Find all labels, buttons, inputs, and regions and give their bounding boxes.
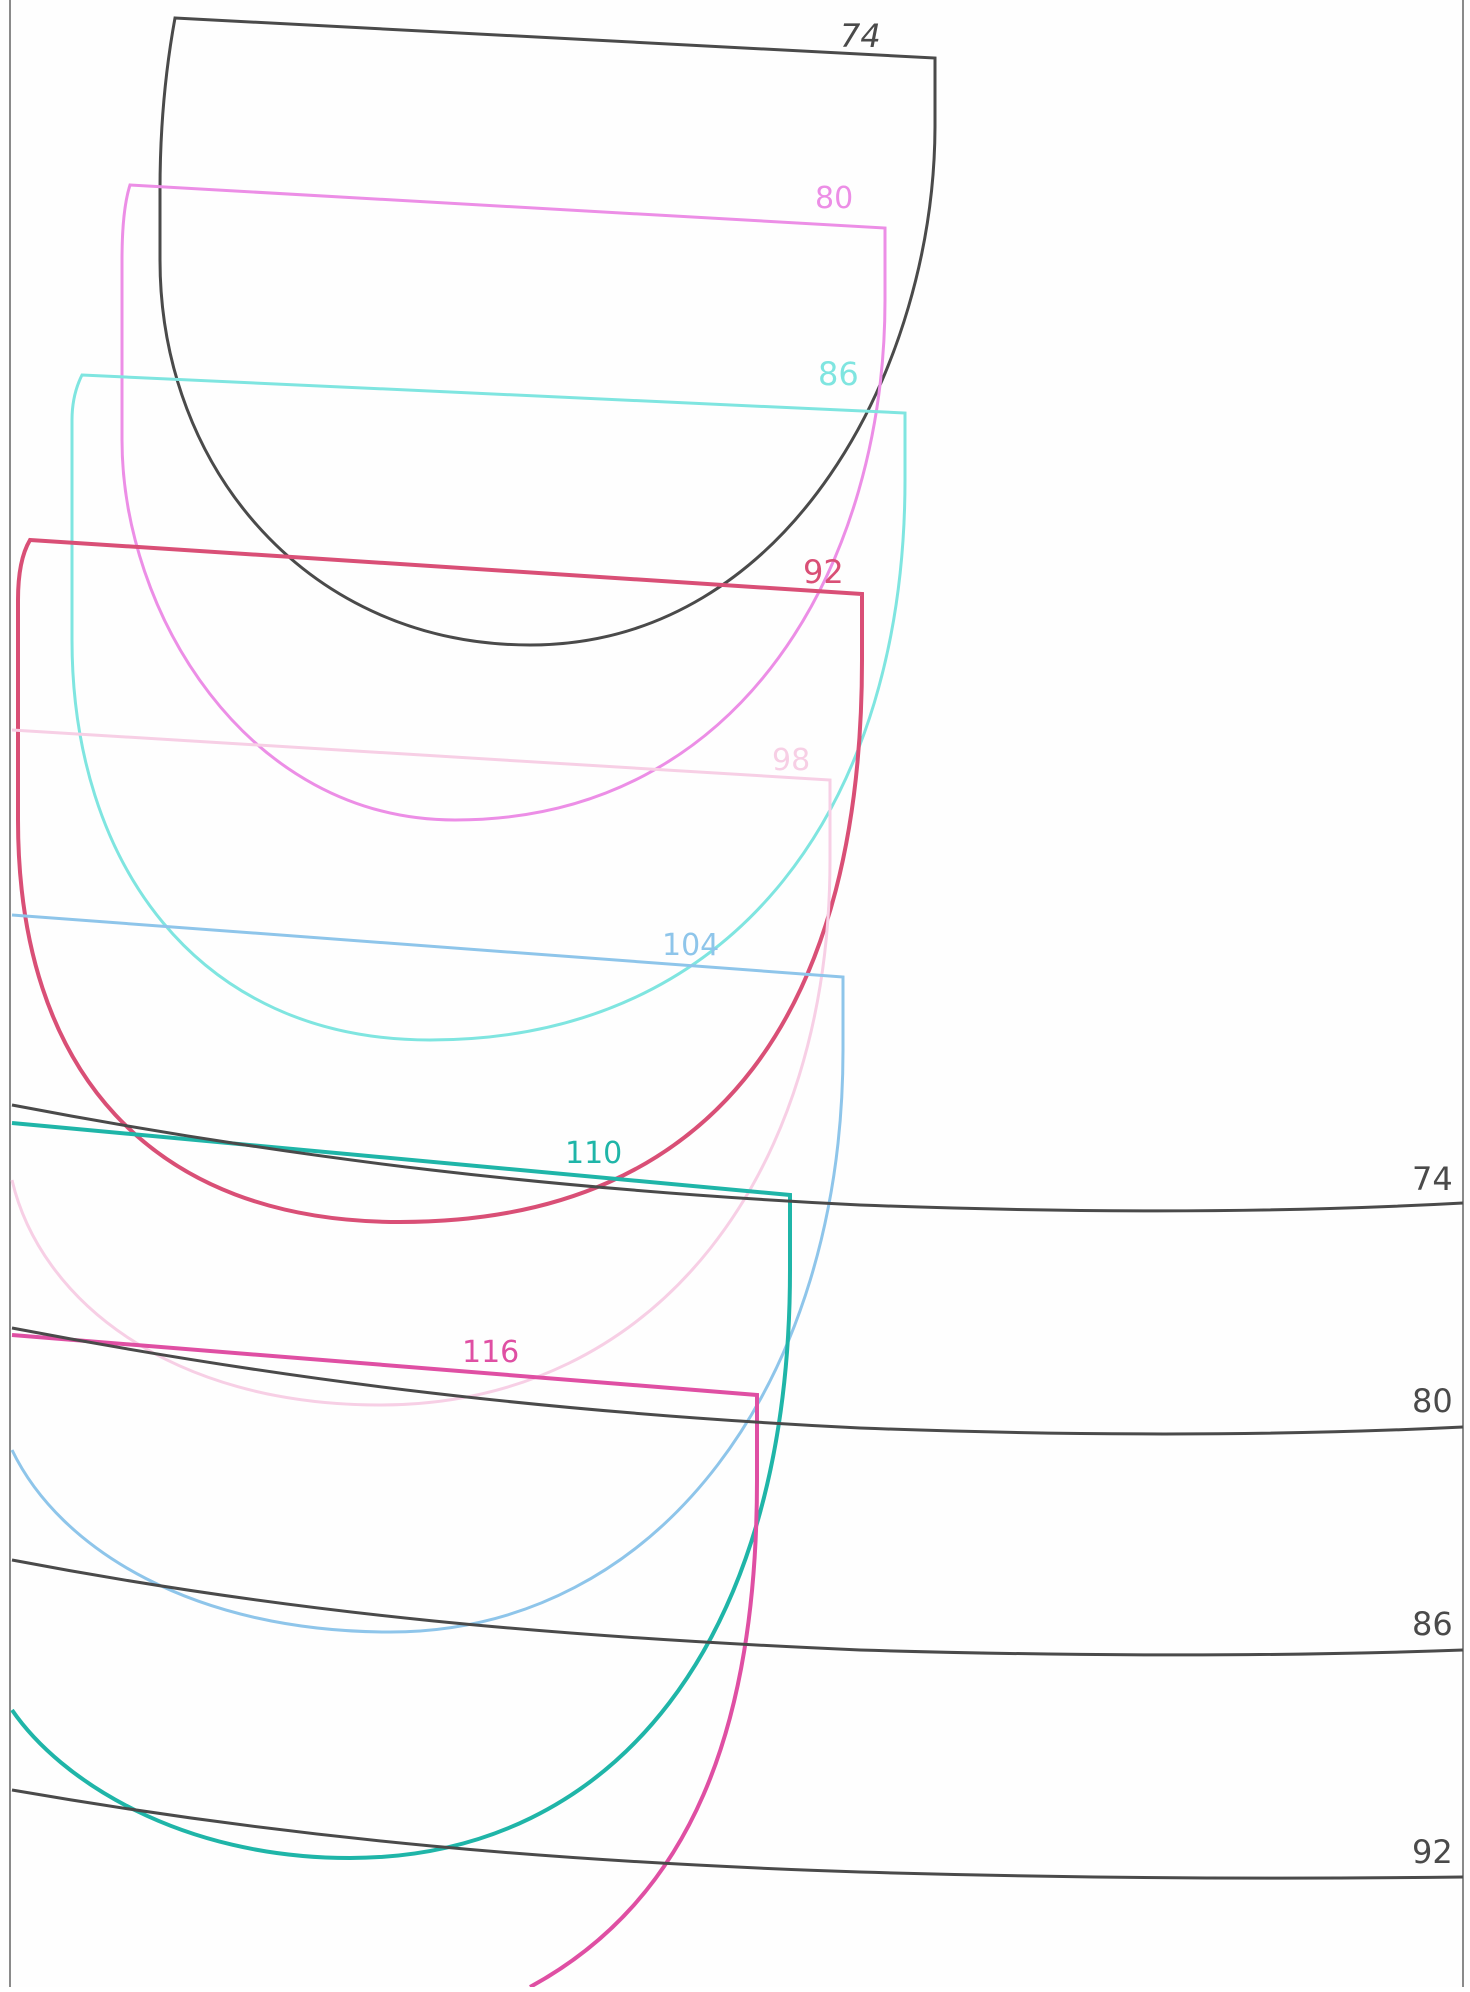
piece-label-110: 110: [565, 1136, 622, 1171]
pattern-piece-92: [16, 537, 864, 1225]
band-line-92: [11, 1788, 1464, 1880]
band-label-74: 74: [1412, 1160, 1453, 1198]
piece-label-86: 86: [818, 355, 859, 393]
band-line-86: [11, 1558, 1464, 1657]
band-line-74: [11, 1103, 1464, 1213]
piece-label-74: 74: [840, 17, 881, 55]
band-line-80: [11, 1326, 1464, 1436]
band-label-92: 92: [1412, 1833, 1453, 1871]
pattern-piece-80: [120, 183, 887, 822]
pattern-piece-104: [10, 913, 845, 1634]
band-label-86: 86: [1412, 1605, 1453, 1643]
pattern-piece-116: [11, 1333, 759, 1989]
piece-label-98: 98: [772, 743, 810, 778]
band-label-80: 80: [1412, 1382, 1453, 1420]
pattern-piece-110: [10, 1121, 792, 1861]
piece-label-104: 104: [662, 928, 719, 963]
pattern-piece-98: [10, 728, 832, 1407]
piece-label-92: 92: [803, 553, 844, 591]
pattern-piece-74: [158, 16, 937, 647]
piece-label-80: 80: [815, 181, 853, 216]
pattern-piece-86: [70, 373, 907, 1042]
piece-label-116: 116: [462, 1335, 519, 1370]
